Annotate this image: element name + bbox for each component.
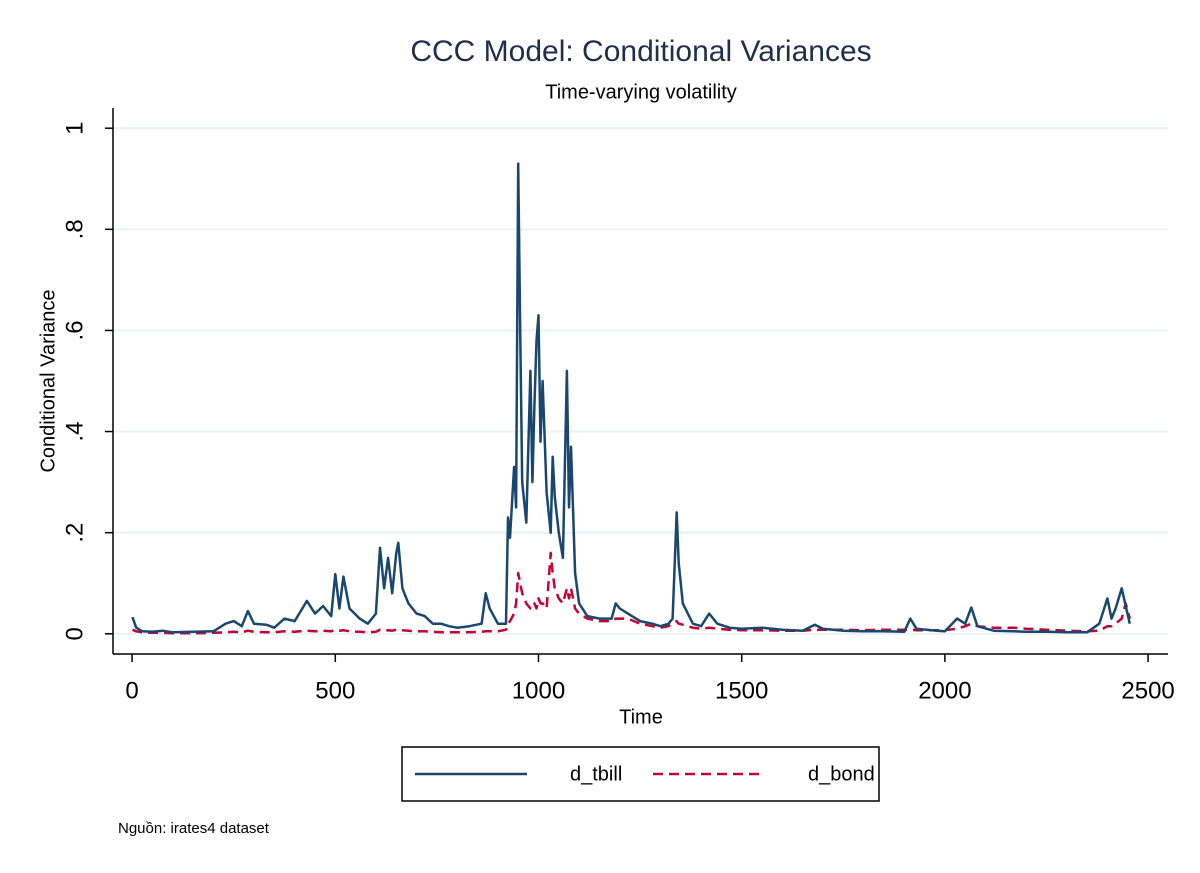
- legend-label: d_bond: [808, 763, 875, 785]
- x-tick-label: 2000: [918, 677, 971, 704]
- y-tick-label: .4: [61, 422, 88, 442]
- series-line: [132, 551, 1132, 635]
- y-tick-label: .8: [61, 219, 88, 239]
- chart-title: CCC Model: Conditional Variances: [410, 35, 871, 68]
- x-tick-label: 500: [315, 677, 355, 704]
- x-tick-label: 1000: [512, 677, 565, 704]
- y-tick-label: .6: [61, 320, 88, 340]
- x-tick-label: 0: [125, 677, 138, 704]
- x-tick-label: 2500: [1121, 677, 1174, 704]
- x-axis-title: Time: [619, 706, 663, 728]
- legend-label: d_tbill: [570, 763, 622, 785]
- y-tick-label: 1: [61, 122, 88, 135]
- y-tick-label: .2: [61, 523, 88, 543]
- source-note: Nguồn: irates4 dataset: [118, 820, 270, 837]
- y-tick-label: 0: [61, 627, 88, 640]
- y-axis-title: Conditional Variance: [37, 289, 59, 472]
- x-tick-label: 1500: [715, 677, 768, 704]
- chart-subtitle: Time-varying volatility: [545, 81, 737, 103]
- series-line: [131, 162, 1132, 634]
